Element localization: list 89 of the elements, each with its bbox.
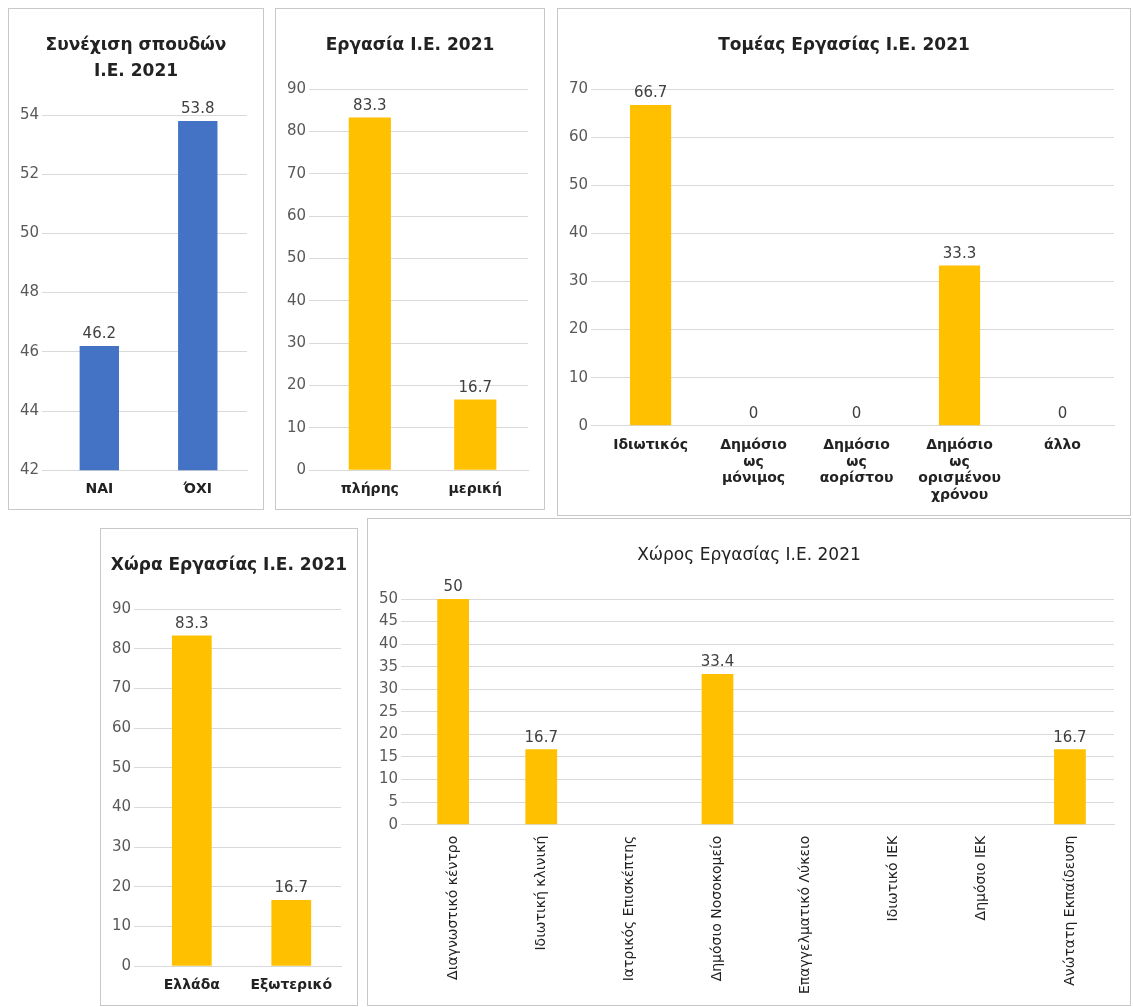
data-label: 16.7	[458, 377, 492, 396]
y-tick-label: 80	[286, 121, 307, 140]
y-tick-label: 90	[286, 78, 307, 97]
x-tick-label: άλλο	[1044, 435, 1082, 452]
y-tick-label: 46	[19, 341, 40, 360]
y-tick-label: 20	[568, 319, 589, 338]
chart-title: Εργασία Ι.Ε. 2021	[324, 33, 496, 56]
y-tick-label: 10	[378, 769, 399, 788]
chart-title: Συνέχιση σπουδών Ι.Ε. 2021	[44, 33, 228, 82]
y-tick-label: 42	[19, 460, 40, 479]
y-tick-label: 54	[19, 104, 40, 123]
y-tick-label: 10	[568, 367, 589, 386]
chart-title: Χώρος Εργασίας Ι.Ε. 2021	[636, 543, 862, 566]
data-label: 53.8	[181, 99, 215, 118]
data-label: 50	[443, 577, 463, 596]
y-tick-label: 0	[578, 415, 589, 434]
y-tick-label: 50	[111, 757, 132, 776]
x-tick-label: Διαγνωστικό κέντρο	[443, 835, 460, 980]
y-tick-label: 40	[286, 290, 307, 309]
y-tick-label: 20	[378, 724, 399, 743]
y-tick-label: 90	[111, 598, 132, 617]
y-tick-label: 25	[378, 701, 399, 720]
y-tick-label: 50	[19, 223, 40, 242]
data-label: 83.3	[353, 95, 387, 114]
x-tick-label: Δημόσιο ως μόνιμος	[720, 435, 788, 486]
data-label: 33.4	[700, 652, 735, 671]
y-tick-label: 0	[121, 956, 132, 975]
y-tick-label: 15	[378, 746, 399, 765]
y-tick-label: 60	[286, 205, 307, 224]
x-tick-label: μερική	[448, 480, 503, 497]
y-tick-label: 10	[111, 916, 132, 935]
bar	[1054, 749, 1086, 825]
x-tick-label: Ανώτατη Εκπαίδευση	[1060, 835, 1077, 986]
bar	[525, 749, 558, 825]
y-tick-label: 45	[378, 611, 399, 630]
x-tick-label: Ιδιωτική κλινική	[531, 835, 548, 951]
x-tick-label: ΝΑΙ	[85, 480, 114, 497]
data-label: 0	[748, 404, 759, 423]
x-tick-label: πλήρης	[340, 480, 399, 497]
y-tick-label: 70	[568, 78, 589, 97]
y-tick-label: 70	[286, 163, 307, 182]
x-tick-label: Ιατρικός Επισκέπτης	[620, 835, 637, 982]
y-tick-label: 52	[19, 164, 40, 183]
y-tick-label: 0	[388, 814, 399, 833]
data-label: 66.7	[633, 83, 668, 102]
x-tick-label: Ιδιωτικό ΙΕΚ	[884, 834, 901, 922]
x-tick-label: Εξωτερικό	[250, 976, 333, 993]
y-tick-label: 35	[378, 656, 399, 675]
data-label: 0	[1057, 404, 1068, 423]
y-tick-label: 20	[111, 876, 132, 895]
data-label: 83.3	[175, 613, 209, 632]
y-tick-label: 60	[111, 717, 132, 736]
data-label: 0	[851, 404, 862, 423]
y-tick-label: 80	[111, 638, 132, 657]
data-label: 33.3	[942, 243, 977, 262]
data-label: 46.2	[82, 324, 117, 343]
y-tick-label: 10	[286, 417, 307, 436]
y-tick-label: 0	[296, 460, 307, 479]
chart-title: Χώρα Εργασίας Ι.Ε. 2021	[109, 553, 349, 576]
y-tick-label: 40	[111, 797, 132, 816]
data-label: 16.7	[274, 878, 308, 897]
y-tick-label: 30	[111, 837, 132, 856]
data-label: 16.7	[524, 727, 558, 746]
y-tick-label: 50	[286, 248, 307, 267]
y-tick-label: 5	[388, 792, 399, 811]
y-tick-label: 60	[568, 127, 589, 145]
y-tick-label: 30	[286, 333, 307, 352]
y-tick-label: 30	[378, 679, 399, 698]
chart-title: Τομέας Εργασίας Ι.Ε. 2021	[717, 33, 971, 56]
x-tick-label: Δημόσιο ως αορίστου	[819, 435, 894, 486]
y-tick-label: 30	[568, 271, 589, 290]
y-tick-label: 20	[286, 375, 307, 394]
data-label: 16.7	[1053, 727, 1087, 746]
x-tick-label: ΌΧΙ	[182, 480, 213, 497]
y-tick-label: 40	[568, 223, 589, 242]
y-tick-label: 50	[378, 588, 399, 607]
y-tick-label: 44	[19, 400, 40, 419]
x-tick-label: Δημόσιο Νοσοκομείο	[708, 835, 725, 982]
x-tick-label: Δημόσιο ως ορισμένου χρόνου	[918, 435, 1001, 503]
y-tick-label: 48	[19, 282, 40, 301]
x-tick-label: Επαγγελματικό Λύκειο	[796, 835, 813, 994]
x-tick-label: Ελλάδα	[163, 976, 221, 993]
x-tick-label: Δημόσιο ΙΕΚ	[972, 834, 989, 921]
y-tick-label: 50	[568, 175, 589, 194]
bar	[437, 599, 470, 825]
y-tick-label: 70	[111, 678, 132, 697]
y-tick-label: 40	[378, 634, 399, 653]
x-tick-label: Ιδιωτικός	[613, 435, 688, 452]
bar	[701, 673, 734, 825]
